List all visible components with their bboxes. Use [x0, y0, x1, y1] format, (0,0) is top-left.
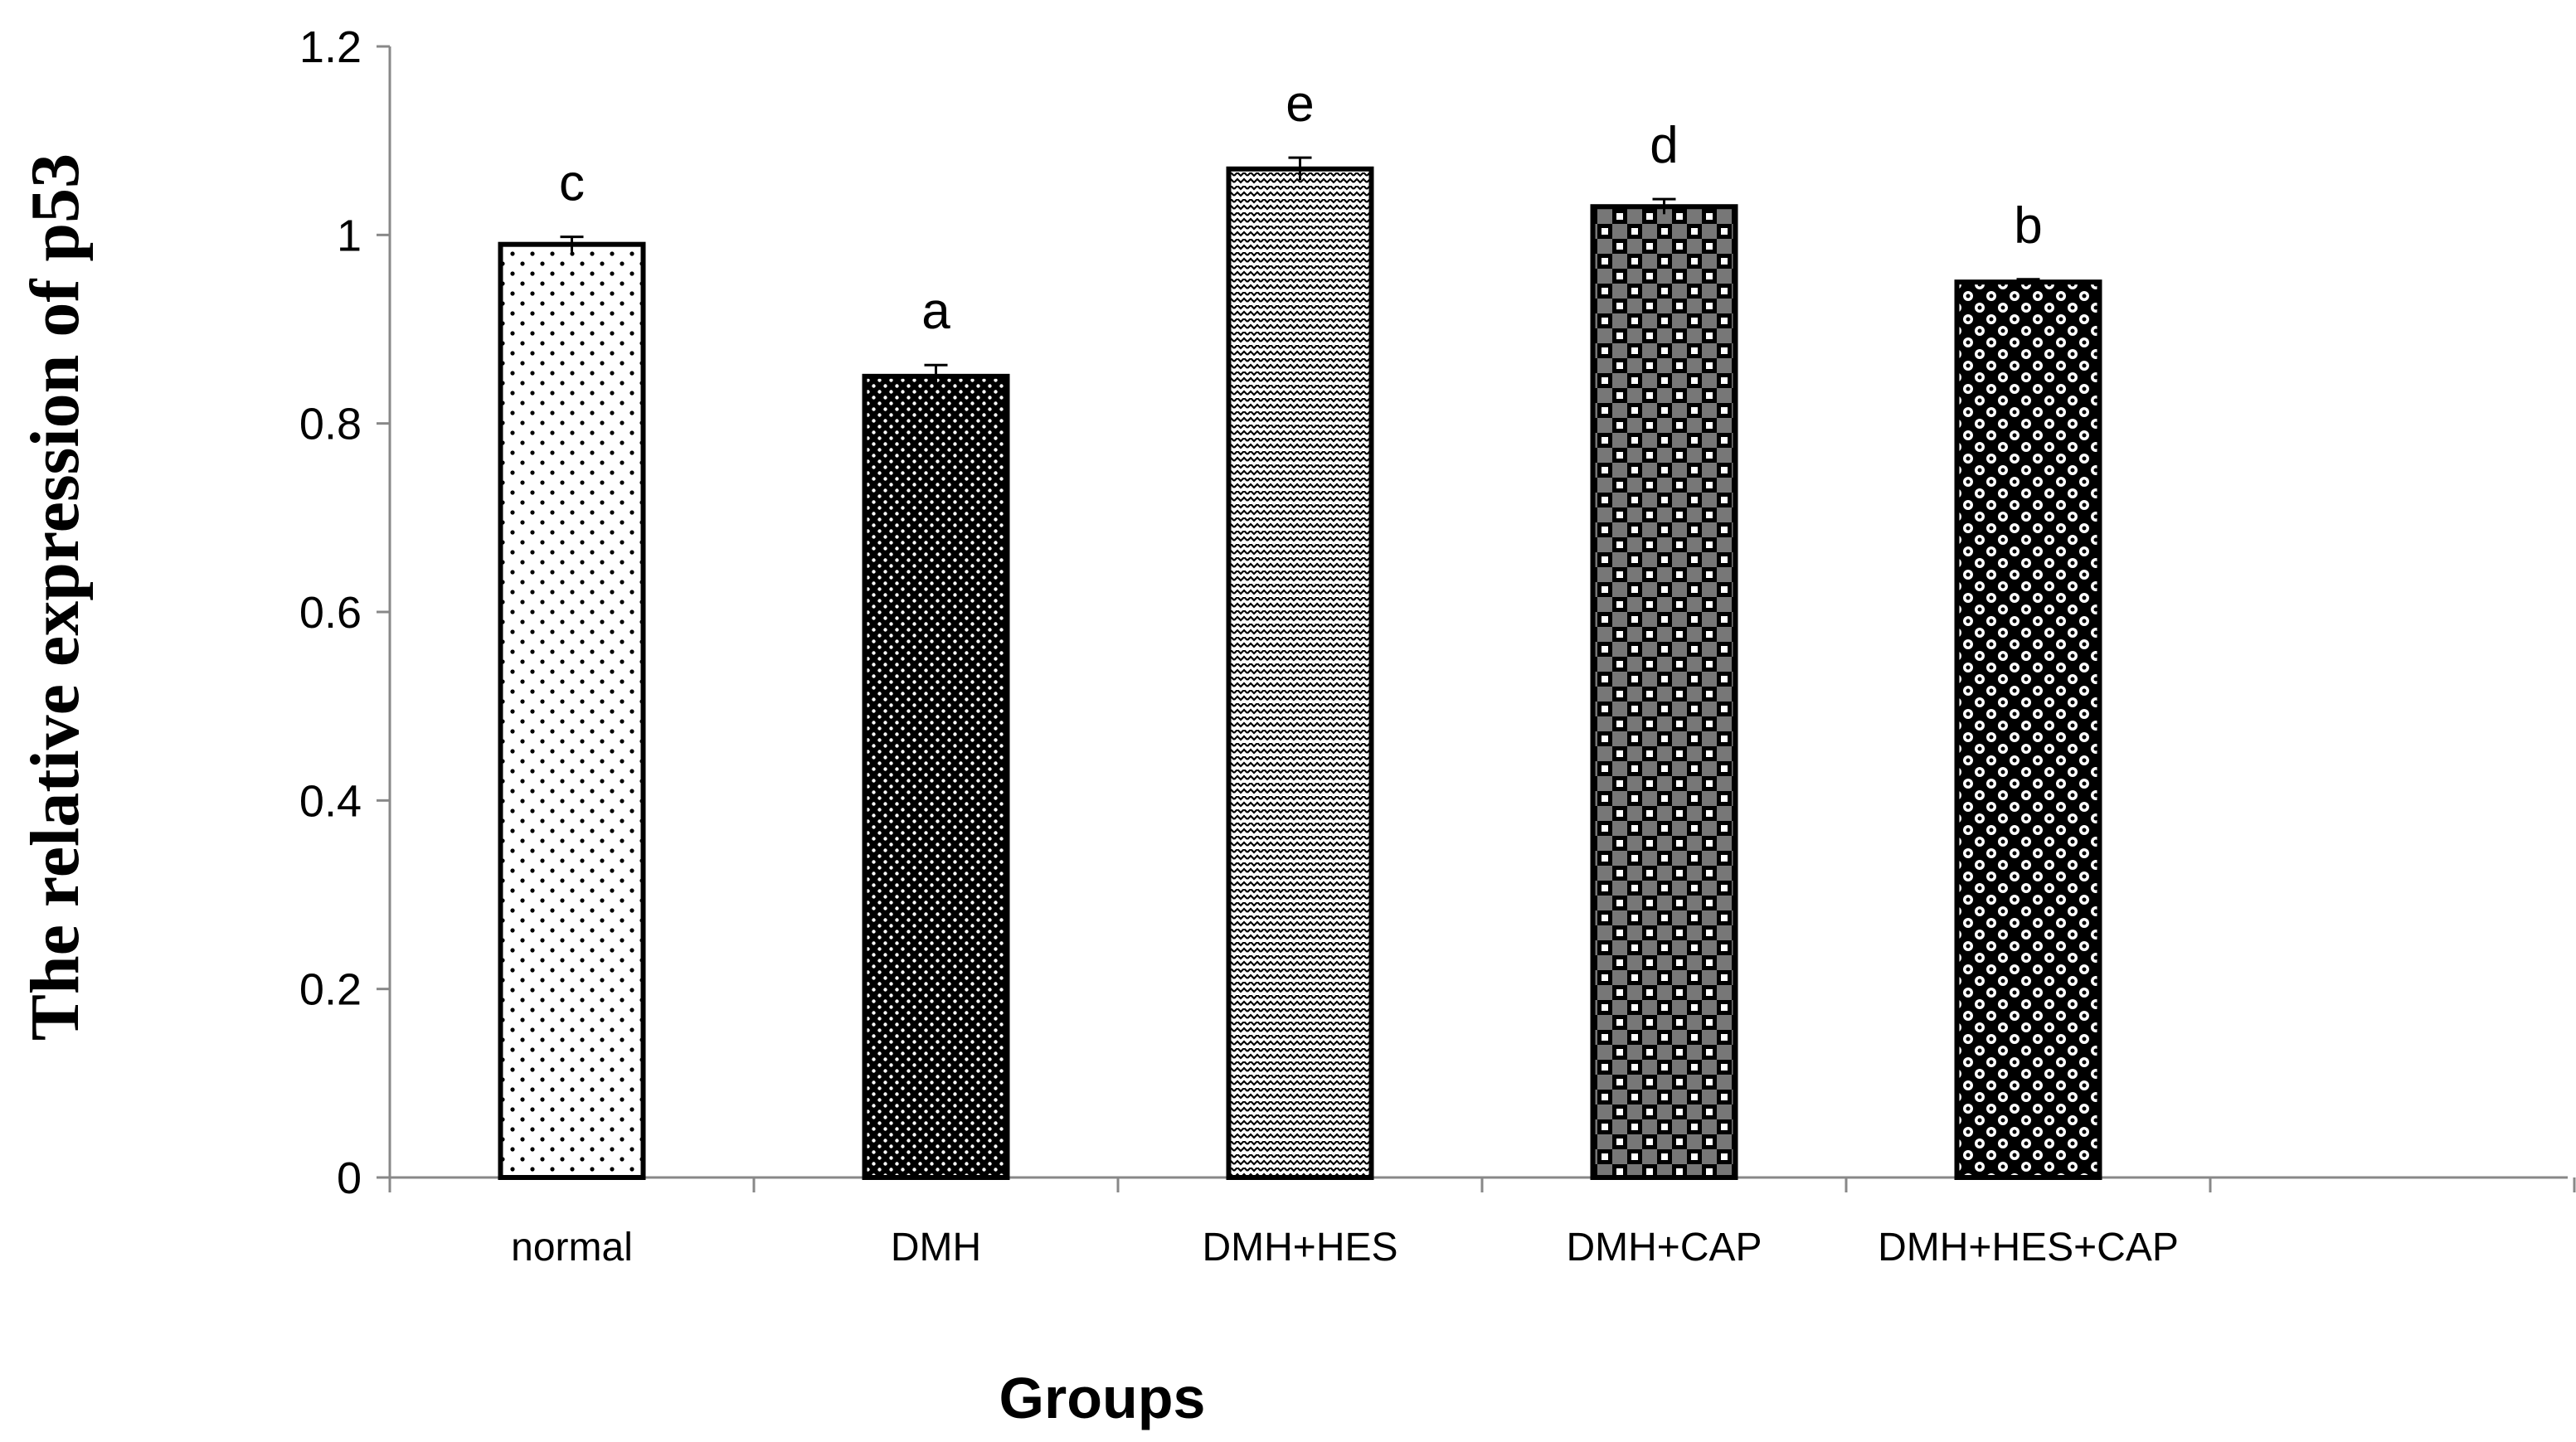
- bar-normal: [498, 241, 646, 1181]
- category-label: DMH+HES: [1202, 1226, 1397, 1270]
- y-tick-label: 0: [337, 1153, 362, 1203]
- category-label: normal: [511, 1226, 633, 1270]
- category-label: DMH: [891, 1226, 981, 1270]
- y-tick-label: 0.6: [299, 588, 362, 638]
- significance-letter: a: [921, 283, 950, 340]
- significance-letter: c: [559, 155, 585, 212]
- significance-letter: d: [1650, 117, 1678, 174]
- bar-dmh-cap: [1590, 204, 1738, 1181]
- y-axis-title: The relative expression of p53: [17, 153, 94, 1041]
- bar-dmh-hes: [1226, 166, 1374, 1180]
- significance-letter: e: [1286, 75, 1314, 133]
- y-tick-label: 0.4: [299, 776, 362, 826]
- y-tick-label: 0.2: [299, 965, 362, 1015]
- y-tick-label: 1: [337, 211, 362, 260]
- bar-dmh-hes-cap: [1954, 279, 2102, 1181]
- y-tick-label: 0.8: [299, 400, 362, 449]
- category-label: DMH+CAP: [1566, 1226, 1762, 1270]
- x-axis-title: Groups: [999, 1366, 1206, 1430]
- category-label: DMH+HES+CAP: [1878, 1226, 2179, 1270]
- y-tick-label: 1.2: [299, 22, 362, 72]
- bar-dmh: [862, 373, 1010, 1181]
- significance-letter: b: [2014, 197, 2042, 255]
